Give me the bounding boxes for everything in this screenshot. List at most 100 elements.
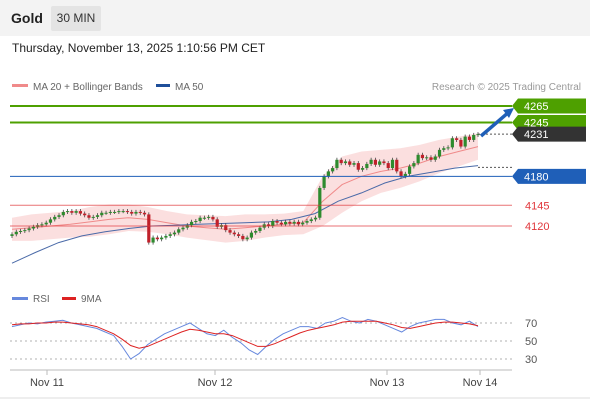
ma20-legend-label: MA 20 + Bollinger Bands [33,82,143,93]
level-tag-4265: 4265 [512,98,586,114]
candle [151,235,155,245]
candle [463,134,467,149]
level-label-4145: 4145 [525,200,549,212]
level-label-4120: 4120 [525,221,549,233]
candle [155,235,159,242]
candle [390,157,395,171]
candle [104,210,108,215]
candle [395,157,399,174]
candle [275,218,279,225]
candle [164,233,168,240]
candle [416,152,420,166]
candle [322,174,326,190]
candle [459,137,463,149]
candle [23,228,27,234]
candle [70,209,74,215]
candle [301,220,305,227]
candle [91,214,95,220]
candle [352,161,356,167]
candle [373,157,377,167]
candle [378,159,382,167]
candle [61,209,65,218]
candle [241,233,245,242]
price-panel [10,132,480,264]
candle [100,210,104,218]
level-tag-4180: 4180 [512,168,586,184]
candle [433,154,437,162]
candle [365,161,369,171]
candle [254,228,258,235]
rsi-legend-swatch [12,297,28,300]
candle [420,152,425,161]
candle [142,210,147,217]
ma20-legend-swatch [12,84,28,87]
candle [309,217,313,224]
candle [18,228,23,234]
level-tag-label: 4231 [524,129,548,141]
forecast-arrow-head [503,108,514,118]
candle [335,157,339,171]
rsi-tick-50: 50 [525,336,537,348]
candle [74,209,78,215]
candle [14,229,18,237]
candle [207,214,211,220]
candle [78,209,83,216]
candle [343,159,348,166]
candle [450,136,454,150]
ma20-line [11,146,479,230]
candle [455,136,459,142]
candle [412,161,416,169]
level-tag-4245: 4245 [512,115,586,131]
candle [403,171,407,179]
level-tag-label: 4265 [524,101,548,113]
candle [168,232,172,238]
candle [65,209,70,214]
rsi-legend-label: RSI [33,294,50,305]
candle [472,132,476,142]
x-axis-ticks: Nov 11 Nov 12 Nov 13 Nov 14 [30,370,497,389]
candle [134,209,138,216]
candle [83,211,87,218]
x-tick-label: Nov 12 [198,377,233,389]
rsi-tick-70: 70 [525,318,537,330]
candle [266,222,271,229]
candle [296,219,301,227]
candle [360,166,365,172]
candle [172,230,177,237]
candle [339,157,343,166]
candle [258,225,262,234]
ma50-legend-swatch [156,84,170,87]
candle [125,209,130,214]
candle [425,155,429,161]
candle [446,145,450,151]
asset-title: Gold [11,10,43,26]
candle [467,134,472,142]
chart-datetime: Thursday, November 13, 2025 1:10:56 PM C… [12,41,266,55]
candle [236,232,241,238]
candle [386,161,390,171]
chart-header: Gold 30 MIN [0,0,590,36]
candle [292,219,296,226]
candle [407,164,412,176]
candle [356,161,360,172]
candle [57,213,61,219]
x-tick-label: Nov 14 [463,377,498,389]
candle [228,228,232,235]
candle [326,169,330,179]
interval-button[interactable]: 30 MIN [51,6,101,31]
candle [147,212,151,245]
candle [108,209,112,215]
rsi-series-9ma [11,320,479,349]
candle [53,214,57,222]
candle [224,223,228,233]
candle [87,213,91,220]
bollinger-band [12,133,478,243]
rsi-panel: 70 50 30 [10,317,537,366]
rsi-series-rsi [11,317,479,360]
copyright-text: Research © 2025 Trading Central [432,82,581,93]
x-tick-label: Nov 13 [370,377,405,389]
candle [44,220,48,227]
candle [215,217,219,229]
candle [318,185,322,220]
